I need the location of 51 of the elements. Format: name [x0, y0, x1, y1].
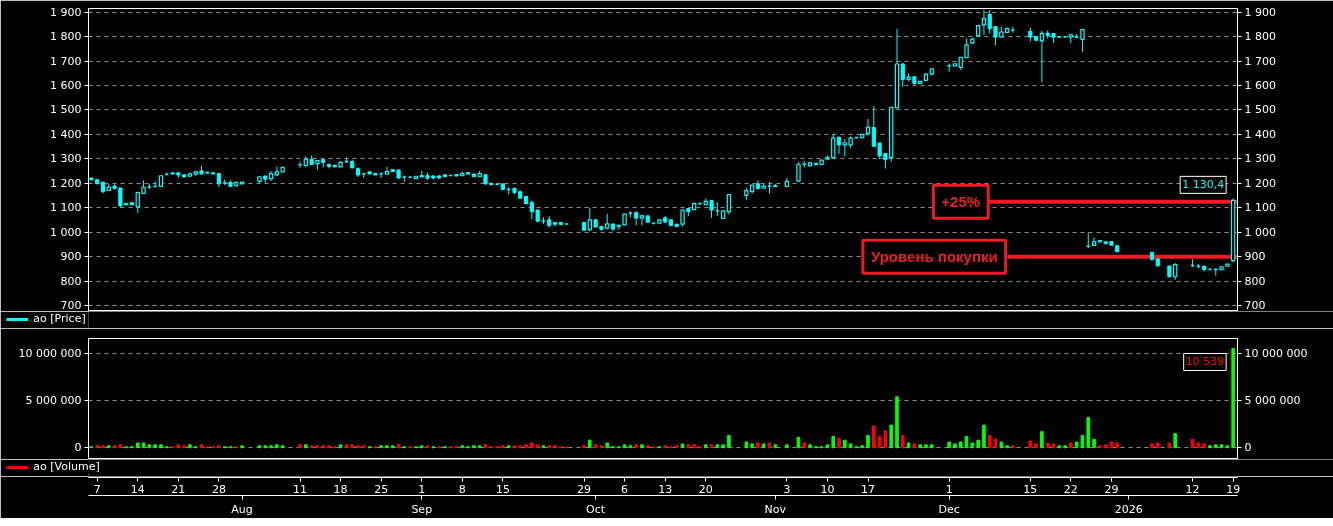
x2-tick-label: 2026: [1114, 502, 1143, 516]
y-tick-label: 1 900: [1244, 5, 1276, 19]
y-tick-label: 1 700: [1244, 54, 1276, 68]
legend-label: ао [Volume]: [33, 460, 100, 473]
x2-tick-label: Aug: [231, 502, 253, 516]
x-tick-label: 7: [93, 482, 101, 496]
y-tick-label: 1 100: [1244, 201, 1276, 215]
x-tick-label: 18: [333, 482, 348, 496]
y-tick-label: 10 000 000: [18, 347, 82, 361]
ref-line-label: Уровень покупки: [870, 248, 998, 266]
y-tick-label: 1 200: [1244, 176, 1276, 190]
y-tick-label: 700: [1244, 298, 1266, 312]
annotation: 1 130,4: [1182, 178, 1225, 192]
y-tick-label: 0: [74, 441, 82, 455]
x-tick-label: 29: [577, 482, 592, 496]
x-tick-label: 22: [1063, 482, 1078, 496]
x-tick-label: 6: [621, 482, 629, 496]
y-tick-label: 1 300: [1244, 152, 1276, 166]
x-tick-label: 15: [1023, 482, 1038, 496]
x-tick-label: 8: [458, 482, 466, 496]
x-tick-label: 14: [130, 482, 145, 496]
y-tick-label: 900: [1244, 250, 1266, 264]
x2-tick-label: Sep: [411, 502, 433, 516]
x-tick-label: 13: [658, 482, 673, 496]
x-tick-label: 20: [698, 482, 713, 496]
x-tick-label: 17: [861, 482, 876, 496]
x-tick-label: 21: [171, 482, 186, 496]
x-tick-label: 1: [418, 482, 426, 496]
x-tick-label: 19: [1226, 482, 1241, 496]
x-tick-label: 15: [495, 482, 510, 496]
x-tick-label: 12: [1185, 482, 1200, 496]
x2-tick-label: Nov: [764, 502, 787, 516]
x-tick-label: 1: [945, 482, 953, 496]
legend-label: ао [Price]: [33, 312, 86, 325]
y-tick-label: 1 400: [1244, 127, 1276, 141]
annotation: 10 539: [1185, 355, 1225, 369]
y-tick-label: 5 000 000: [25, 394, 82, 408]
x-tick-label: 29: [1104, 482, 1119, 496]
y-tick-label: 1 800: [1244, 30, 1276, 44]
y-tick-label: 1 500: [1244, 103, 1276, 117]
y-tick-label: 1 600: [1244, 79, 1276, 93]
x-tick-label: 10: [820, 482, 835, 496]
x2-tick-label: Dec: [938, 502, 960, 516]
y-tick-label: 1 000: [1244, 225, 1276, 239]
x-tick-label: 11: [293, 482, 308, 496]
y-tick-label: 800: [1244, 274, 1266, 288]
x-tick-label: 3: [783, 482, 791, 496]
x-tick-label: 25: [374, 482, 389, 496]
x2-tick-label: Oct: [586, 502, 606, 516]
annotation: +25%: [941, 193, 981, 211]
x-tick-label: 28: [211, 482, 226, 496]
